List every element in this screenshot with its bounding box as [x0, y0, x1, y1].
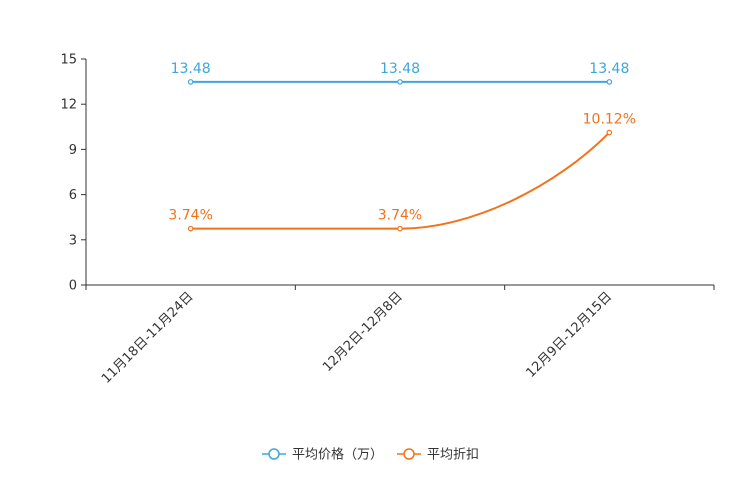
x-category-label: 11月18日-11月24日: [99, 289, 196, 386]
y-tick-label: 3: [69, 233, 77, 248]
series-1: 13.48 13.48 13.48: [171, 61, 629, 85]
series-layer: 13.48 13.48 13.48 3.74% 3.74% 10.12%: [168, 61, 636, 232]
data-point: [606, 129, 613, 136]
legend-marker-icon: [268, 448, 280, 460]
series-2: 3.74% 3.74% 10.12%: [168, 112, 636, 232]
y-tick-label: 6: [69, 188, 77, 203]
legend-label: 平均折扣: [427, 448, 479, 463]
data-label: 10.12%: [583, 112, 636, 128]
x-category-label: 12月2日-12月8日: [320, 289, 406, 375]
data-label: 3.74%: [378, 208, 422, 224]
data-label: 13.48: [589, 61, 629, 77]
x-axis: 11月18日-11月24日 12月2日-12月8日 12月9日-12月15日: [85, 284, 715, 387]
data-point: [397, 79, 403, 85]
data-point: [187, 79, 194, 85]
y-tick-label: 0: [69, 279, 77, 294]
x-category-label: 12月9日-12月15日: [524, 289, 616, 381]
data-label: 13.48: [171, 61, 211, 77]
legend-item-1: 平均价格（万）: [262, 447, 383, 463]
y-tick-label: 12: [60, 98, 77, 113]
y-tick-label: 9: [69, 143, 77, 158]
data-label: 3.74%: [168, 208, 212, 224]
data-point: [397, 225, 403, 232]
y-tick-label: 15: [60, 53, 77, 68]
data-label: 13.48: [380, 61, 420, 77]
data-point: [187, 225, 194, 232]
data-point: [606, 79, 613, 85]
y-axis: 0 3 6 9 12 15: [60, 53, 87, 294]
legend: 平均价格（万） 平均折扣: [262, 447, 479, 463]
legend-label: 平均价格（万）: [292, 447, 383, 463]
legend-marker-icon: [403, 448, 415, 460]
legend-item-2: 平均折扣: [397, 448, 479, 463]
series-line: [190, 131, 611, 230]
